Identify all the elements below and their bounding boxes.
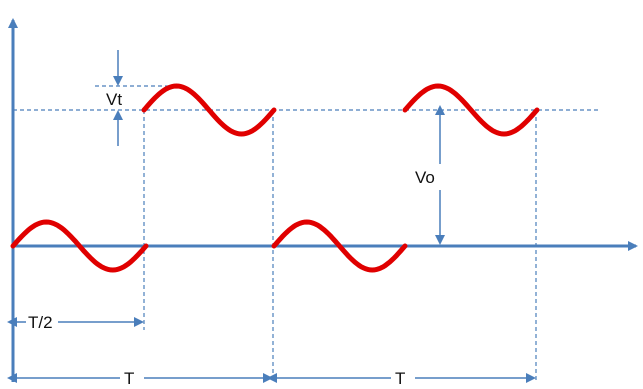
vo-label: Vo <box>415 168 435 187</box>
wave-segment-3 <box>271 219 408 273</box>
vt-label: Vt <box>106 90 122 109</box>
wave-segment-2 <box>141 83 277 137</box>
wave-segment-4 <box>402 83 540 137</box>
t-half-label: T/2 <box>28 313 53 332</box>
red-waveform <box>10 83 540 273</box>
t-label-2: T <box>395 369 405 388</box>
wave-segment-1 <box>10 219 149 273</box>
t-label-1: T <box>124 369 134 388</box>
